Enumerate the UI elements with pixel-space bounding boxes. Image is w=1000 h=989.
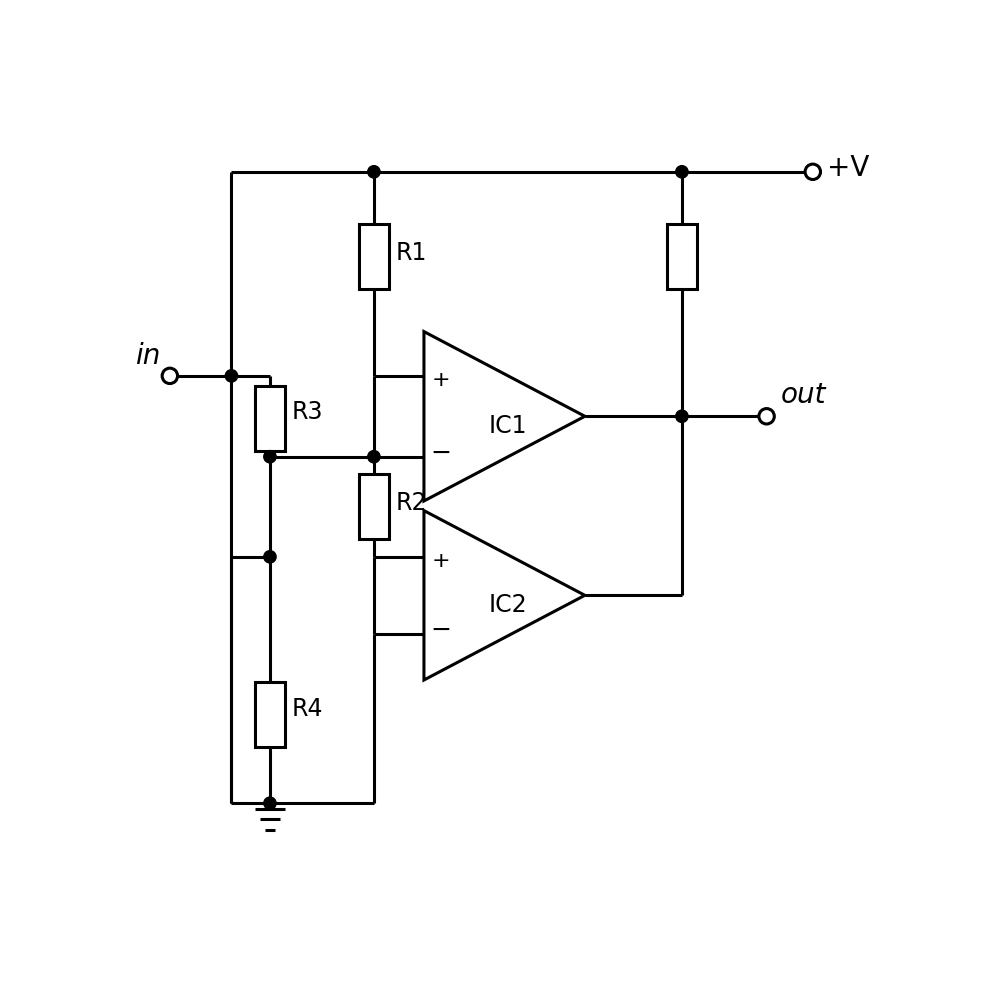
Text: in: in: [135, 342, 161, 370]
Bar: [255, 682, 285, 747]
Circle shape: [264, 551, 276, 563]
Text: +V: +V: [827, 154, 869, 182]
Text: −: −: [430, 441, 451, 465]
Circle shape: [264, 451, 276, 463]
Circle shape: [676, 410, 688, 422]
Text: R4: R4: [292, 696, 323, 721]
Bar: [666, 225, 697, 289]
Text: out: out: [780, 381, 826, 408]
Text: +: +: [432, 370, 450, 390]
Circle shape: [225, 370, 238, 382]
Bar: [359, 225, 389, 289]
Text: R3: R3: [292, 400, 323, 424]
Circle shape: [368, 165, 380, 178]
Text: −: −: [430, 618, 451, 642]
Text: R1: R1: [395, 240, 427, 265]
Circle shape: [264, 797, 276, 809]
Text: IC2: IC2: [488, 592, 527, 616]
Text: IC1: IC1: [488, 413, 527, 437]
Bar: [255, 386, 285, 451]
Circle shape: [368, 451, 380, 463]
Text: +: +: [432, 551, 450, 571]
Circle shape: [676, 165, 688, 178]
Bar: [359, 475, 389, 539]
Text: R2: R2: [395, 491, 427, 515]
